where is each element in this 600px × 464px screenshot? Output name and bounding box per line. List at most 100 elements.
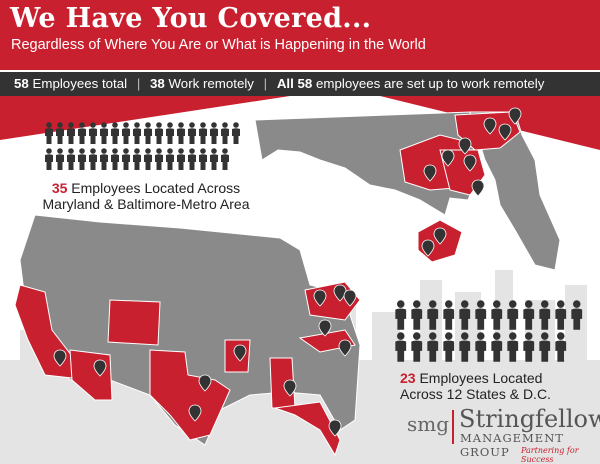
page-title: We Have You Covered... <box>10 3 372 34</box>
person-icon <box>89 148 97 170</box>
person-icon <box>221 122 229 144</box>
person-icon <box>155 122 163 144</box>
person-icon <box>89 122 97 144</box>
total-label: Employees total <box>32 76 128 91</box>
person-icon <box>67 122 75 144</box>
map-pins <box>53 107 522 437</box>
banner-background <box>0 0 600 70</box>
maryland-line1: Employees Located Across <box>71 180 241 196</box>
maryland-map <box>254 111 561 271</box>
person-icon <box>507 332 519 362</box>
map-pin-icon <box>198 374 212 392</box>
person-icon <box>67 148 75 170</box>
separator: | <box>263 76 268 91</box>
maryland-employee-icons <box>45 122 240 170</box>
map-pin-icon <box>498 123 512 141</box>
person-icon <box>210 148 218 170</box>
person-icon <box>443 332 455 362</box>
person-icon <box>78 148 86 170</box>
logo-subname: MANAGEMENT GROUP <box>460 431 564 459</box>
person-icon <box>395 300 407 330</box>
map-pin-icon <box>471 179 485 197</box>
person-icon <box>188 122 196 144</box>
logo-abbr: smg <box>407 412 450 436</box>
maryland-line2: Maryland & Baltimore-Metro Area <box>42 196 250 212</box>
person-icon <box>555 300 567 330</box>
map-pin-icon <box>233 344 247 362</box>
logo-name: Stringfellow <box>459 405 600 433</box>
person-icon <box>133 122 141 144</box>
person-icon <box>122 122 130 144</box>
states-line2: Across 12 States & D.C. <box>400 386 551 402</box>
person-icon <box>144 148 152 170</box>
person-icon <box>443 300 455 330</box>
map-pin-icon <box>53 349 67 367</box>
remote-label: Work remotely <box>168 76 254 91</box>
person-icon <box>539 300 551 330</box>
all-prefix: All 58 <box>276 76 313 91</box>
map-pin-icon <box>283 379 297 397</box>
map-pin-icon <box>333 284 347 302</box>
header-banner: We Have You Covered... Regardless of Whe… <box>0 0 600 70</box>
person-icon <box>45 148 53 170</box>
person-icon <box>427 332 439 362</box>
person-icon <box>539 332 551 362</box>
person-icon <box>523 300 535 330</box>
states-count: 23 <box>400 370 416 386</box>
person-icon <box>427 300 439 330</box>
page-subtitle: Regardless of Where You Are or What is H… <box>11 37 426 53</box>
states-employee-icons <box>395 300 583 362</box>
person-icon <box>199 148 207 170</box>
logo-divider <box>452 410 454 444</box>
person-icon <box>122 148 130 170</box>
person-icon <box>491 300 503 330</box>
person-icon <box>491 332 503 362</box>
map-pin-icon <box>421 239 435 257</box>
person-icon <box>210 122 218 144</box>
map-pin-icon <box>423 164 437 182</box>
states-callout: 23 Employees Located Across 12 States & … <box>400 370 590 402</box>
person-icon <box>555 332 567 362</box>
person-icon <box>221 148 229 170</box>
person-icon <box>571 300 583 330</box>
person-icon <box>100 148 108 170</box>
person-icon <box>111 122 119 144</box>
map-pin-icon <box>463 154 477 172</box>
map-pin-icon <box>338 339 352 357</box>
person-icon <box>232 122 240 144</box>
remote-number: 38 <box>149 76 165 91</box>
person-icon <box>395 332 407 362</box>
map-pin-icon <box>343 289 357 307</box>
person-icon <box>475 332 487 362</box>
person-icon <box>507 300 519 330</box>
person-icon <box>177 148 185 170</box>
map-pin-icon <box>318 319 332 337</box>
person-icon <box>411 300 423 330</box>
person-icon <box>155 148 163 170</box>
person-icon <box>475 300 487 330</box>
map-pin-icon <box>188 404 202 422</box>
person-icon <box>45 122 53 144</box>
person-icon <box>199 122 207 144</box>
stats-bar: 58 Employees total | 38 Work remotely | … <box>0 72 600 96</box>
person-icon <box>459 332 471 362</box>
map-pin-icon <box>433 227 447 245</box>
map-pin-icon <box>508 107 522 125</box>
person-icon <box>133 148 141 170</box>
person-icon <box>56 122 64 144</box>
person-icon <box>56 148 64 170</box>
maryland-callout: 35 Employees Located Across Maryland & B… <box>36 180 256 212</box>
person-icon <box>411 332 423 362</box>
maryland-count: 35 <box>51 180 68 196</box>
map-pin-icon <box>328 419 342 437</box>
person-icon <box>111 148 119 170</box>
map-pin-icon <box>441 149 455 167</box>
person-icon <box>177 122 185 144</box>
map-pin-icon <box>313 289 327 307</box>
logo-tagline: Partnering for Success <box>521 446 579 464</box>
person-icon <box>166 122 174 144</box>
person-icon <box>166 148 174 170</box>
person-icon <box>459 300 471 330</box>
states-line1: Employees Located <box>419 370 543 386</box>
person-icon <box>100 122 108 144</box>
